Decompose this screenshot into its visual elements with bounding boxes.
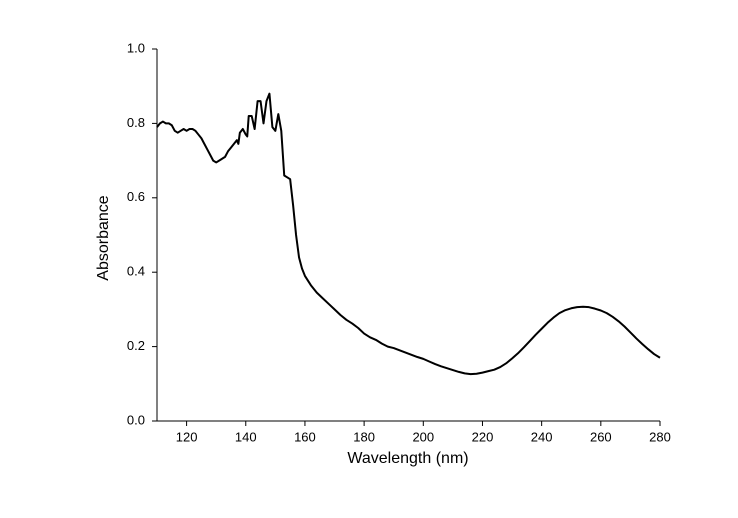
x-tick-label: 180 [353,429,375,444]
y-tick-label: 0.4 [127,264,145,279]
x-tick-label: 160 [294,429,316,444]
x-tick-label: 140 [235,429,257,444]
x-tick-label: 220 [472,429,494,444]
x-tick-label: 240 [531,429,553,444]
x-tick-label: 120 [176,429,198,444]
y-tick-label: 0.0 [127,412,145,427]
y-tick-label: 0.8 [127,115,145,130]
x-tick-label: 260 [590,429,612,444]
y-tick-label: 0.2 [127,338,145,353]
y-tick-label: 0.6 [127,189,145,204]
x-tick-label: 200 [412,429,434,444]
x-axis-title: Wavelength (nm) [347,450,468,467]
data-line [156,92,661,376]
y-axis-title: Absorbance [95,195,112,280]
x-tick-label: 280 [649,429,671,444]
y-tick-label: 1.0 [127,40,145,55]
